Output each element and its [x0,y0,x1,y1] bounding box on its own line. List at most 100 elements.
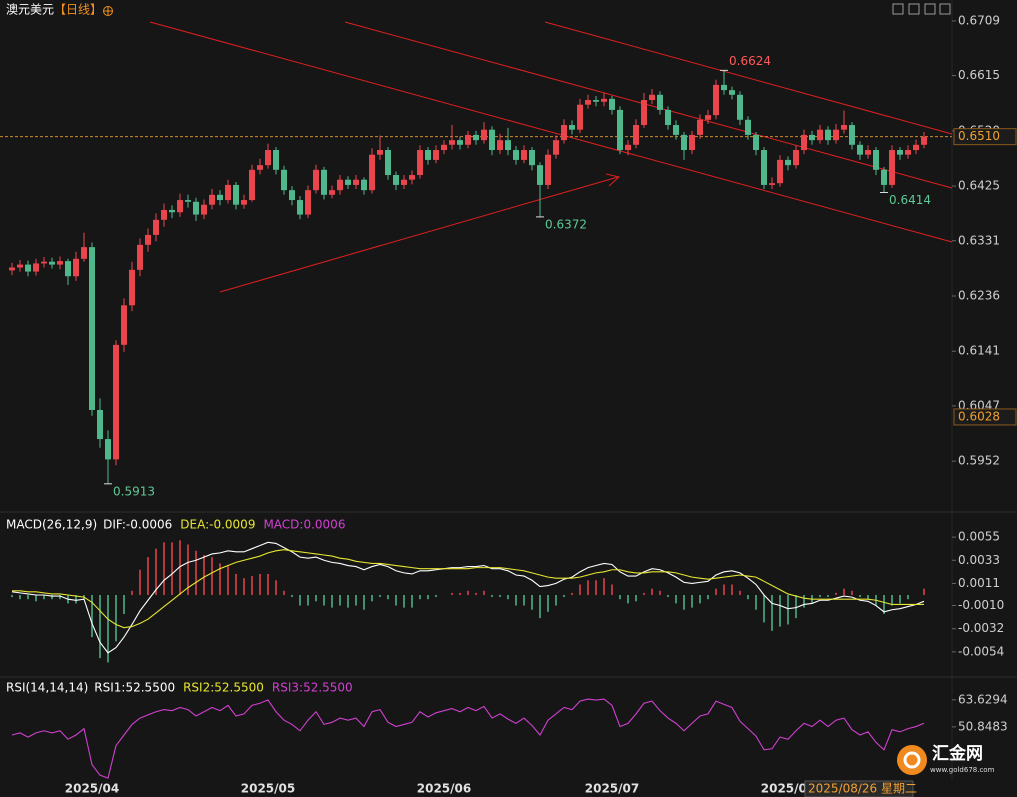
candle-body [649,94,655,101]
candle-body [705,115,711,120]
date-label: 2025/08/26 星期二 [808,782,917,796]
candle-body [225,184,231,201]
candle-body [313,169,319,191]
candle-body [257,165,263,170]
candle-body [465,134,471,145]
candle-body [593,100,599,102]
toolbar-button[interactable] [924,3,936,15]
macd-line [11,541,925,654]
candle-body [697,119,703,135]
candle-body [409,175,415,180]
candle-body [185,200,191,202]
candle-body [529,150,535,166]
arrow-head [605,173,621,187]
candle-body [825,129,831,141]
y-tick-label: -0.0010 [958,598,1004,612]
y-tick-label: 0.6141 [958,344,1000,358]
candle-body [793,150,799,166]
indicator-title: MACD(26,12,9) [6,518,97,532]
candle-body [785,159,791,166]
y-tick-label: 0.6709 [958,13,1000,27]
candle-body [153,219,159,235]
candle-body [297,200,303,215]
candle-body [713,84,719,116]
candle-body [329,190,335,195]
candle-body [137,244,143,270]
candle-body [385,150,391,176]
candle-body [585,100,591,105]
candle-body [681,134,687,151]
y-tick-label: 0.6615 [958,68,1000,82]
candle-body [17,264,23,268]
candle-body [361,179,367,191]
candle-body [545,154,551,185]
candle-body [241,200,247,205]
candle-body [841,125,847,130]
candle-body [873,150,879,170]
candle-body [617,109,623,151]
trendline [149,21,953,243]
candle-body [337,179,343,191]
extreme-label: 0.6372 [545,217,587,231]
rsi-line [11,698,925,779]
candle-body [73,258,79,277]
candle-body [41,261,47,264]
legend-entry: RSI1:52.5500 [94,681,175,695]
watermark-url: www.gold678.com [930,766,995,774]
legend-entry: MACD:0.0006 [263,518,345,532]
y-tick-label: 0.5952 [958,454,1000,468]
candle-body [513,150,519,160]
candle-body [633,125,639,145]
candle-body [897,150,903,155]
toolbar-button[interactable] [939,3,951,15]
toolbar [892,3,951,15]
candle-body [249,169,255,201]
candle-body [177,200,183,213]
candle-body [169,209,175,213]
candle-body [57,261,63,265]
macd-line [12,549,924,629]
candle-body [769,183,775,185]
last-price-label-box [953,128,1017,146]
candle-body [49,261,55,265]
toolbar-button[interactable] [892,3,904,15]
candle-body [553,140,559,155]
instrument-title: 澳元美元 [6,3,54,17]
candle-body [321,169,327,195]
candle-body [113,344,119,460]
candle-body [561,125,567,141]
candle-body [889,150,895,185]
candle-body [505,140,511,151]
candle-body [721,84,727,91]
candle-body [801,134,807,151]
y-tick-label: 0.6236 [958,288,1000,302]
candle-body [673,125,679,135]
candle-body [201,204,207,215]
y-tick-label: 0.6331 [958,233,1000,247]
candle-body [65,261,71,277]
candle-body [577,104,583,130]
candle-body [425,150,431,160]
candle-body [233,184,239,205]
candle-body [393,175,399,185]
candle-body [857,144,863,155]
candle-body [537,165,543,185]
candle-body [481,129,487,141]
candle-body [809,134,815,141]
candle-body [457,140,463,145]
candle-body [345,179,351,185]
x-tick-label: 2025/08 [761,782,815,796]
candle-body [817,129,823,141]
legend-entry: DEA:-0.0009 [180,518,255,532]
add-icon[interactable] [103,6,113,16]
trendlines [149,21,953,293]
candle-body [849,125,855,145]
candle-body [753,134,759,151]
toolbar-button[interactable] [908,3,920,15]
watermark-name: 汇金网 [932,743,983,764]
candle-body [33,263,39,272]
candle-body [209,194,215,205]
y-tick-label: 0.0055 [958,530,1000,544]
